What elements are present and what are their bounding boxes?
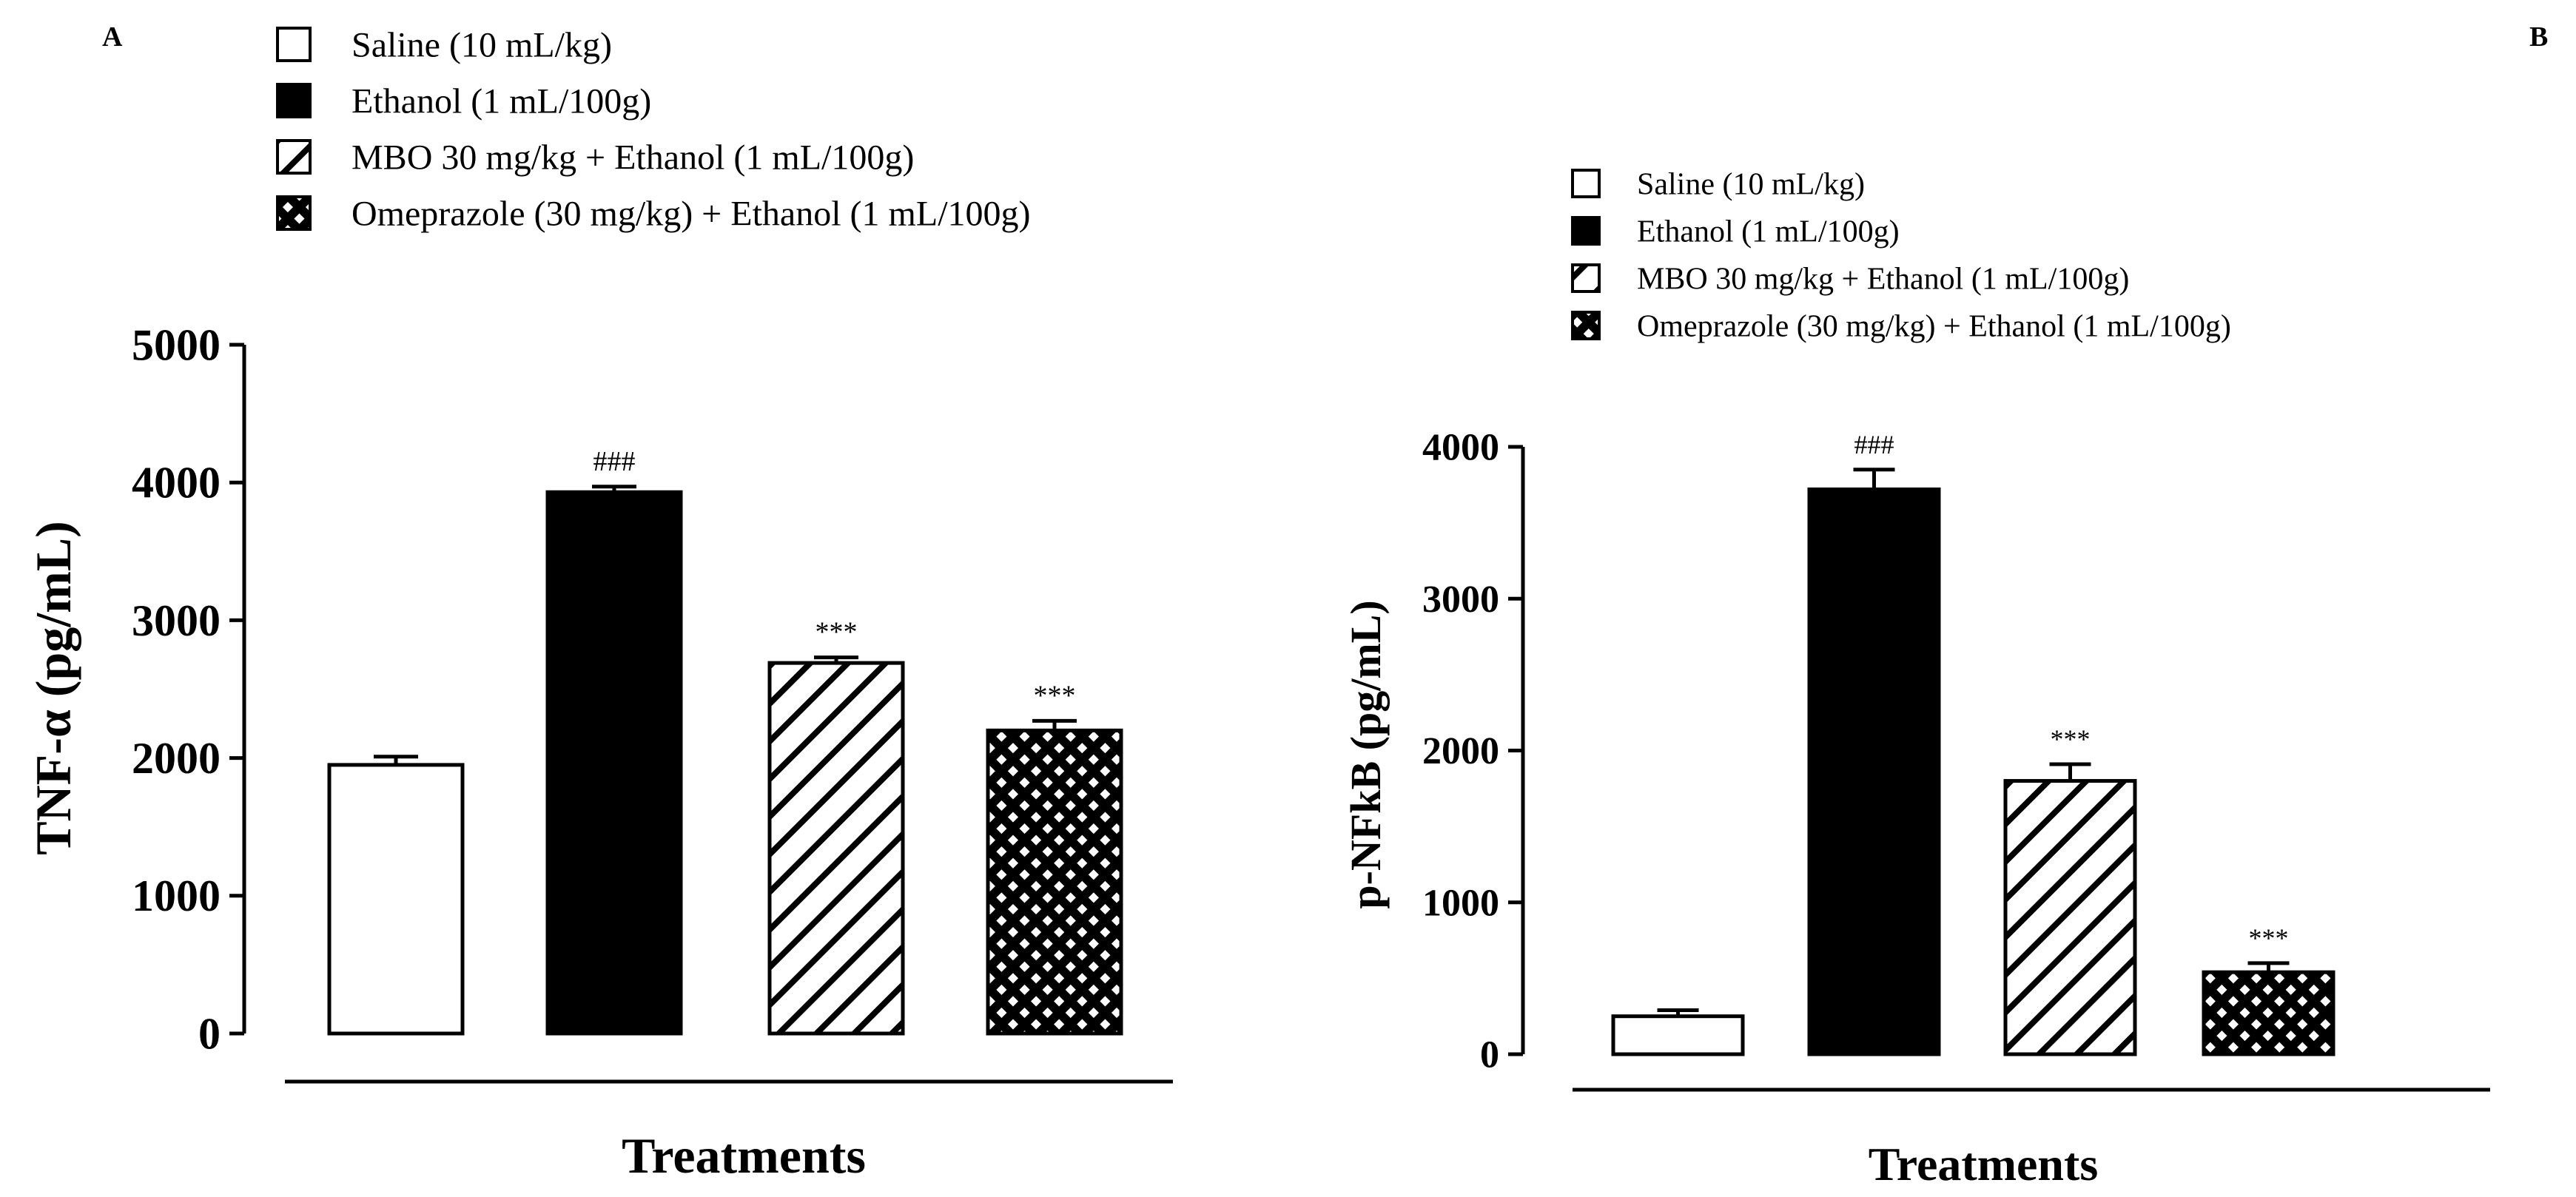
legend-swatch-open — [276, 27, 312, 62]
legend-label: Saline (10 mL/kg) — [1637, 167, 1865, 201]
y-tick-label: 0 — [198, 1009, 221, 1058]
y-axis-label-a: TNF-α (pg/mL) — [25, 521, 81, 855]
y-tick-label: 3000 — [1422, 579, 1499, 621]
legend-label: Omeprazole (30 mg/kg) + Ethanol (1 mL/10… — [1637, 309, 2231, 343]
y-tick-label: 5000 — [132, 320, 221, 369]
bar-diagonal — [2003, 779, 2137, 1056]
y-tick-label: 4000 — [1422, 427, 1499, 469]
y-tick-label: 2000 — [132, 734, 221, 783]
y-tick-label: 0 — [1480, 1034, 1499, 1076]
chart-panel-b: Saline (10 mL/kg) Ethanol (1 mL/100g) MBO … — [1342, 167, 2490, 1190]
legend-b: Saline (10 mL/kg) Ethanol (1 mL/100g) MBO … — [1571, 167, 2231, 343]
significance-annotation: *** — [2249, 923, 2289, 953]
y-axis-label-b: p-NFkB (pg/mL) — [1342, 600, 1390, 908]
legend-label: Ethanol (1 mL/100g) — [352, 81, 651, 121]
significance-annotation: *** — [815, 617, 858, 648]
y-tick-label: 3000 — [132, 596, 221, 645]
bar-diagonal — [767, 661, 905, 1036]
chart-panel-a: Saline (10 mL/kg) Ethanol (1 mL/100g) MBO … — [25, 25, 1173, 1184]
legend-label: MBO 30 mg/kg + Ethanol (1 mL/100g) — [1637, 262, 2129, 296]
bar-solid — [1807, 487, 1941, 1056]
legend-swatch-diagonal — [276, 139, 312, 175]
bar-solid — [545, 490, 683, 1036]
legend-label: Saline (10 mL/kg) — [352, 25, 612, 64]
legend-swatch-diagonal — [1571, 263, 1601, 293]
legend-swatch-solid — [1571, 216, 1601, 246]
significance-annotation: ### — [1854, 430, 1894, 459]
bar-open — [1611, 1014, 1745, 1056]
y-tick-label: 1000 — [1422, 882, 1499, 924]
significance-annotation: *** — [1034, 680, 1076, 711]
bars-b: ### *** *** — [1611, 430, 2335, 1056]
legend-label: Ethanol (1 mL/100g) — [1637, 215, 1900, 249]
legend-swatch-open — [1571, 169, 1601, 198]
significance-annotation: ### — [593, 446, 636, 477]
bar-open — [327, 763, 465, 1036]
x-axis-label-b: Treatments — [1869, 1138, 2098, 1190]
legend-swatch-solid — [276, 83, 312, 118]
bar-crosshatch — [2202, 970, 2335, 1056]
y-tick-label: 4000 — [132, 459, 221, 508]
legend-label: Omeprazole (30 mg/kg) + Ethanol (1 mL/10… — [352, 194, 1031, 233]
panel-label-a: A — [102, 21, 123, 53]
x-axis-label-a: Treatments — [622, 1127, 866, 1184]
bar-crosshatch — [986, 728, 1123, 1036]
y-axis-a: 0 1000 2000 3000 4000 5000 — [132, 320, 246, 1058]
panel-label-b: B — [2529, 21, 2548, 53]
legend-a: Saline (10 mL/kg) Ethanol (1 mL/100g) MBO … — [276, 25, 1031, 233]
legend-swatch-crosshatch — [1571, 311, 1601, 340]
y-tick-label: 1000 — [132, 871, 221, 920]
significance-annotation: *** — [2051, 724, 2091, 754]
y-tick-label: 2000 — [1422, 730, 1499, 772]
legend-label: MBO 30 mg/kg + Ethanol (1 mL/100g) — [352, 138, 914, 177]
y-axis-b: 0 1000 2000 3000 4000 — [1422, 427, 1525, 1076]
bars-a: ### *** *** — [327, 446, 1123, 1036]
legend-swatch-crosshatch — [276, 195, 312, 231]
